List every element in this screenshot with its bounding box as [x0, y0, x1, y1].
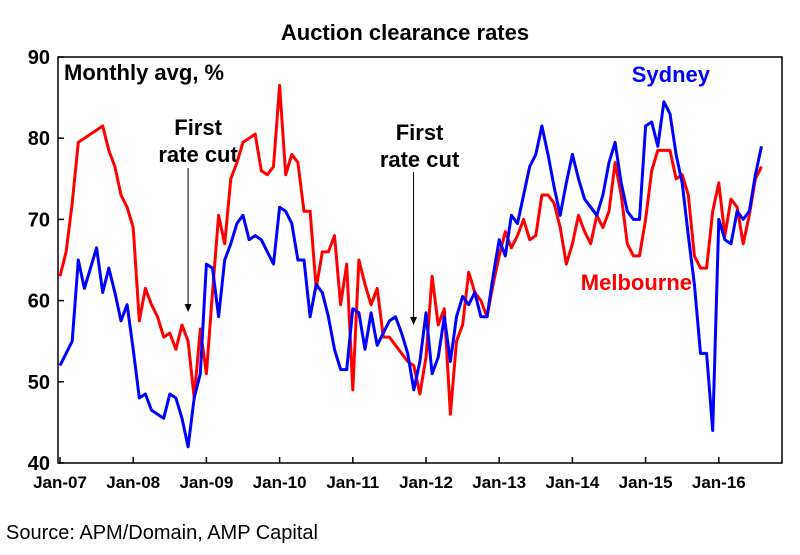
y-tick-label: 50 — [28, 372, 50, 394]
x-tick-label: Jan-07 — [33, 473, 87, 492]
plot-frame — [57, 56, 783, 464]
legend-melbourne: Melbourne — [581, 270, 692, 295]
x-tick-label: Jan-15 — [619, 473, 673, 492]
x-tick-label: Jan-08 — [106, 473, 160, 492]
series-lines — [58, 83, 763, 449]
unit-label: Monthly avg, % — [64, 60, 224, 85]
annotation-text: First — [396, 120, 444, 145]
annotation-text: First — [174, 115, 222, 140]
y-tick-label: 80 — [28, 128, 50, 150]
chart-title: Auction clearance rates — [281, 20, 529, 45]
y-tick-label: 90 — [28, 47, 50, 69]
y-tick-label: 40 — [28, 453, 50, 475]
series-line-sydney — [58, 100, 763, 449]
source-note: Source: APM/Domain, AMP Capital — [6, 522, 318, 544]
x-tick-label: Jan-14 — [545, 473, 599, 492]
y-tick-label: 60 — [28, 291, 50, 313]
annotation-text: rate cut — [158, 142, 238, 167]
x-tick-label: Jan-13 — [472, 473, 526, 492]
y-tick-label: 70 — [28, 209, 50, 231]
y-axis: 40 50 60 70 80 90 — [28, 47, 64, 475]
x-tick-label: Jan-12 — [399, 473, 453, 492]
x-tick-label: Jan-09 — [179, 473, 233, 492]
x-tick-label: Jan-11 — [326, 473, 379, 492]
x-tick-label: Jan-10 — [253, 473, 307, 492]
x-axis: Jan-07 Jan-08 Jan-09 Jan-10 Jan-11 Jan-12 Jan-… — [33, 457, 746, 492]
legend-sydney: Sydney — [632, 62, 711, 87]
x-tick-label: Jan-16 — [692, 473, 746, 492]
auction-clearance-chart: Auction clearance rates 40 50 60 70 80 90 Jan… — [28, 20, 783, 492]
annotation-arrowhead — [184, 304, 192, 312]
annotation-text: rate cut — [380, 147, 460, 172]
annotation-arrowhead — [410, 317, 418, 325]
